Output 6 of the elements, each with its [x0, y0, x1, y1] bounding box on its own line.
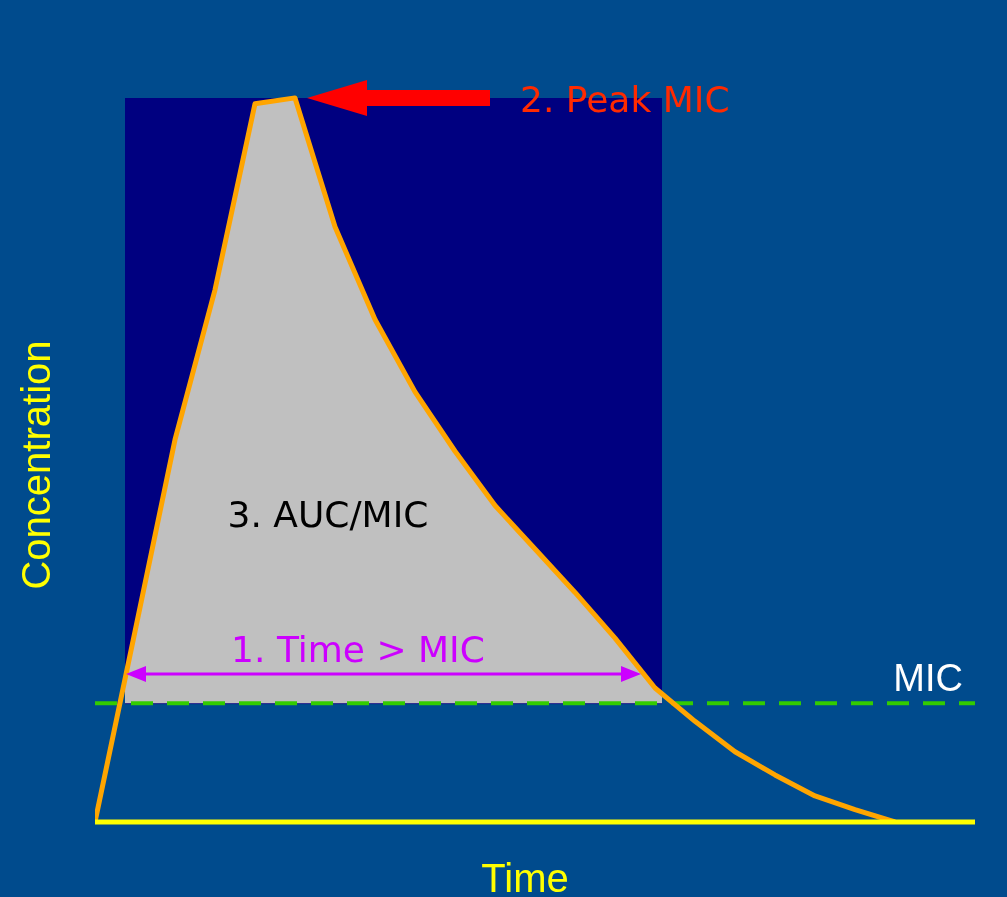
x-axis-title: Time: [481, 856, 569, 897]
annotation: 1. Time > MIC: [231, 629, 485, 670]
annotation: 2. Peak MIC: [520, 79, 730, 120]
y-axis-title: Concentration: [14, 340, 58, 590]
ref-line-label: MIC: [893, 657, 963, 700]
annotation: 3. AUC/MIC: [227, 494, 429, 535]
